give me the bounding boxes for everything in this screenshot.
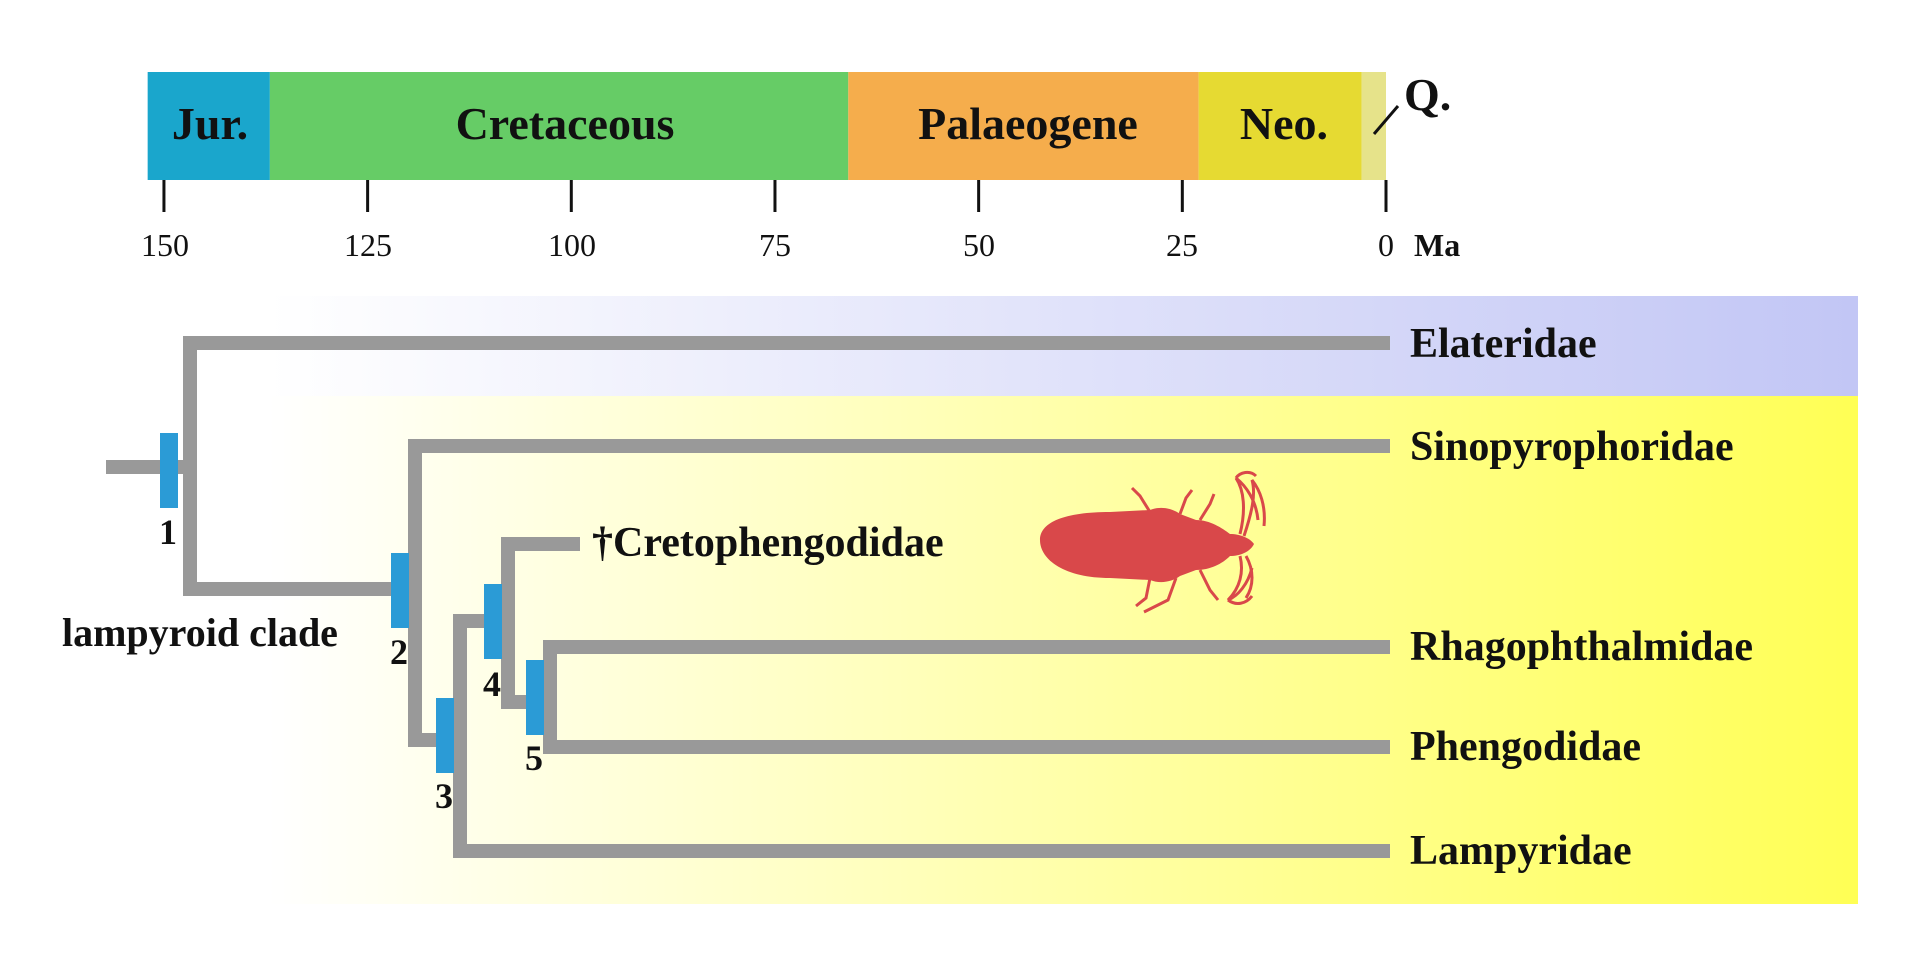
tree-branches [106,336,1390,858]
quaternary-pointer [1372,105,1400,135]
time-unit-label: Ma [1414,227,1460,263]
node-markers [160,433,544,773]
tick-label-25: 25 [1166,227,1198,263]
node-number-1: 1 [159,512,177,552]
node-marker-4 [484,584,502,659]
node-number-5: 5 [525,738,543,778]
period-band-cretaceous [269,72,849,180]
period-band-neo [1198,72,1362,180]
node-marker-3 [436,698,454,773]
time-ticks [162,180,1388,212]
period-label-jurassic: Jur. [172,98,248,149]
period-band-jur [147,72,270,180]
period-bands [147,72,1386,180]
tick-label-0: 0 [1378,227,1394,263]
period-label-cretaceous: Cretaceous [456,98,675,149]
taxon-label-elateridae: Elateridae [1410,321,1597,367]
taxon-labels: Elateridae Sinopyrophoridae †Cretophengo… [592,321,1753,874]
taxon-label-phengodidae: Phengodidae [1410,724,1641,770]
taxon-label-cretophengodidae: †Cretophengodidae [592,520,944,566]
tick-label-100: 100 [548,227,596,263]
period-labels: Jur. Cretaceous Palaeogene Neo. [172,98,1328,149]
tick-label-75: 75 [759,227,791,263]
period-band-palaeogene [848,72,1199,180]
quaternary-label: Q. [1404,69,1451,120]
taxon-label-rhagophthalmidae: Rhagophthalmidae [1410,624,1753,670]
node-number-3: 3 [435,776,453,816]
period-label-neogene: Neo. [1240,98,1328,149]
time-scale: Jur. Cretaceous Palaeogene Neo. Q. 150 1… [141,69,1460,263]
tick-labels: 150 125 100 75 50 25 0 [141,227,1394,263]
tick-label-50: 50 [963,227,995,263]
node-numbers: 1 2 3 4 5 [159,512,543,816]
tick-label-125: 125 [344,227,392,263]
period-label-palaeogene: Palaeogene [918,98,1138,149]
lampyroid-clade-label: lampyroid clade [62,610,338,655]
node-number-4: 4 [483,664,501,704]
node-number-2: 2 [390,632,408,672]
tick-label-150: 150 [141,227,189,263]
taxon-label-sinopyrophoridae: Sinopyrophoridae [1410,424,1734,470]
node-marker-2 [391,553,409,628]
taxon-label-lampyridae: Lampyridae [1410,828,1632,874]
node-marker-5 [526,660,544,735]
fossil-beetle-icon [1040,470,1266,614]
node-marker-1 [160,433,178,508]
